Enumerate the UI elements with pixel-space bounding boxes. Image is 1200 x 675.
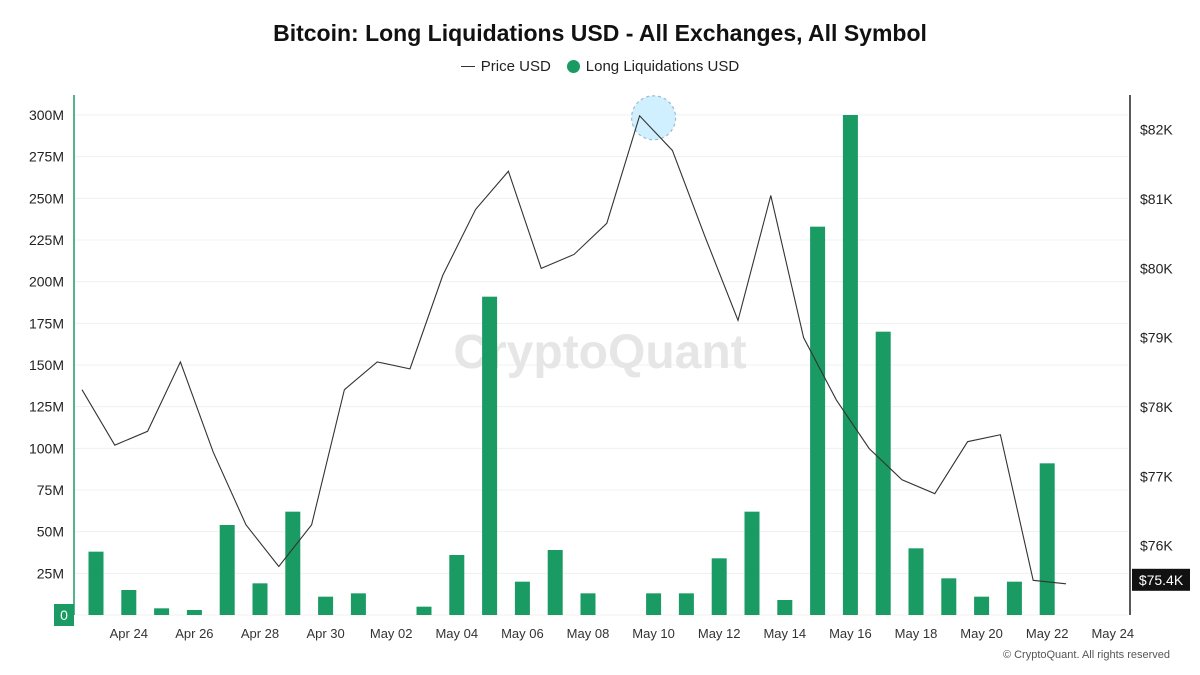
y-left-tick-label: 0: [60, 607, 68, 623]
bar[interactable]: [88, 551, 104, 615]
bar[interactable]: [350, 593, 366, 615]
legend-item-price[interactable]: Price USD: [460, 58, 551, 75]
x-tick-label: Apr 24: [110, 626, 148, 641]
bar[interactable]: [875, 331, 891, 615]
bar[interactable]: [777, 600, 793, 615]
x-tick-label: May 14: [763, 626, 806, 641]
y-left-tick-label: 150M: [29, 357, 64, 373]
price-line[interactable]: [81, 114, 1067, 585]
bar[interactable]: [678, 593, 694, 615]
x-tick-label: May 24: [1091, 626, 1134, 641]
y-left-tick-label: 275M: [29, 149, 64, 165]
bar[interactable]: [449, 555, 465, 615]
y-right-tick-label: $80K: [1140, 260, 1173, 276]
y-left-tick-label: 300M: [29, 107, 64, 123]
y-left-tick-label: 175M: [29, 315, 64, 331]
y-left-tick-label: 225M: [29, 232, 64, 248]
highlight-marker: [630, 95, 677, 141]
bar[interactable]: [810, 226, 826, 615]
legend-label-liquidations: Long Liquidations USD: [585, 58, 740, 75]
x-tick-label: May 10: [632, 626, 675, 641]
x-tick-label: May 08: [567, 626, 610, 641]
left-axis-current-badge: [54, 604, 74, 626]
bar[interactable]: [252, 583, 268, 615]
legend-dot-marker: [566, 60, 580, 73]
x-tick-label: May 20: [960, 626, 1003, 641]
bar[interactable]: [974, 596, 990, 615]
bar[interactable]: [318, 596, 334, 615]
x-tick-label: May 02: [370, 626, 413, 641]
y-right-tick-label: $78K: [1140, 399, 1173, 415]
bar[interactable]: [842, 115, 858, 615]
legend-label-price: Price USD: [480, 58, 551, 75]
bar[interactable]: [908, 548, 924, 615]
x-tick-label: May 06: [501, 626, 544, 641]
bar[interactable]: [482, 296, 498, 615]
bar[interactable]: [121, 590, 137, 615]
x-tick-label: May 22: [1026, 626, 1069, 641]
y-left-tick-label: 50M: [37, 524, 64, 540]
bar[interactable]: [744, 511, 760, 615]
last-price-badge: [1132, 568, 1190, 591]
copyright-text: © CryptoQuant. All rights reserved: [1002, 649, 1170, 661]
y-right-tick-label: $81K: [1140, 191, 1173, 207]
y-right-tick-label: $82K: [1140, 122, 1173, 138]
chart-title: Bitcoin: Long Liquidations USD - All Exc…: [273, 20, 927, 46]
y-left-tick-label: 125M: [29, 399, 64, 415]
bar[interactable]: [285, 511, 301, 615]
chart-legend: Price USD Long Liquidations USD: [0, 58, 1200, 75]
y-left-tick-label: 100M: [29, 440, 64, 456]
bar[interactable]: [711, 558, 727, 615]
bar[interactable]: [1039, 463, 1055, 615]
y-left-tick-label: 25M: [37, 565, 64, 581]
bar[interactable]: [646, 593, 662, 615]
bar[interactable]: [941, 578, 957, 615]
bar[interactable]: [186, 610, 202, 615]
x-tick-label: May 04: [435, 626, 478, 641]
bar[interactable]: [514, 581, 530, 615]
bar[interactable]: [1006, 581, 1022, 615]
x-tick-label: May 18: [895, 626, 938, 641]
legend-line-marker: [460, 66, 475, 67]
y-left-tick-label: 200M: [29, 274, 64, 290]
x-tick-label: Apr 30: [306, 626, 344, 641]
x-tick-label: May 16: [829, 626, 872, 641]
x-tick-label: Apr 28: [241, 626, 279, 641]
bar[interactable]: [547, 550, 563, 615]
bar[interactable]: [416, 606, 432, 615]
y-right-tick-label: $76K: [1140, 538, 1173, 554]
bar[interactable]: [580, 593, 596, 615]
watermark-text: CryptoQuant: [453, 326, 746, 379]
x-tick-label: Apr 26: [175, 626, 213, 641]
y-left-tick-label: 75M: [37, 482, 64, 498]
y-right-tick-label: $79K: [1140, 330, 1173, 346]
legend-item-liquidations[interactable]: Long Liquidations USD: [566, 58, 740, 75]
bar[interactable]: [219, 525, 235, 615]
y-right-tick-label: $77K: [1140, 468, 1173, 484]
last-price-label: $75.4K: [1139, 572, 1184, 588]
bar[interactable]: [154, 608, 170, 615]
y-left-tick-label: 250M: [29, 190, 64, 206]
x-tick-label: May 12: [698, 626, 741, 641]
